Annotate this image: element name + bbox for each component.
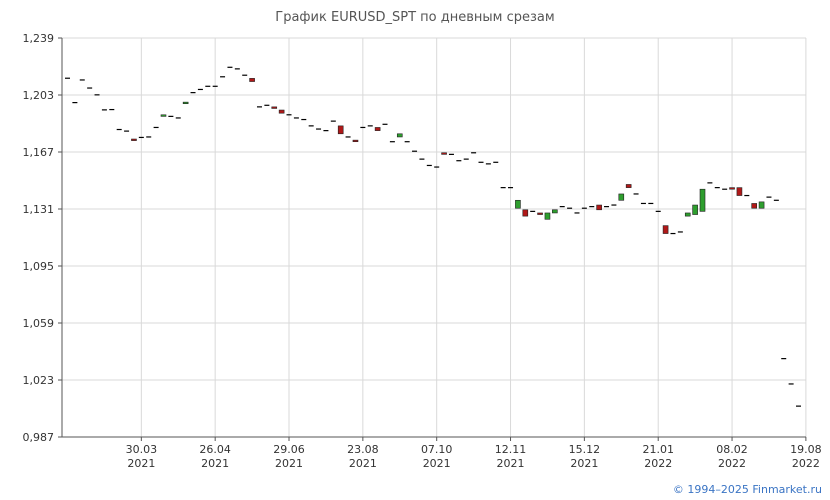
x-tick-label-year: 2021	[127, 457, 155, 470]
candle	[596, 204, 602, 211]
y-tick-label: 0,987	[23, 431, 55, 444]
x-tick-label-date: 12.11	[495, 443, 527, 456]
candle	[396, 133, 403, 138]
grid-layer	[62, 37, 807, 438]
y-tick-label: 1,059	[23, 317, 55, 330]
x-tick-label-year: 2021	[497, 457, 525, 470]
x-tick-label-date: 07.10	[421, 443, 453, 456]
candle	[729, 187, 735, 190]
candle	[692, 204, 698, 215]
x-tick-label-date: 23.08	[347, 443, 379, 456]
candle	[618, 193, 625, 201]
x-tick-label-year: 2021	[201, 457, 229, 470]
candle-layer	[65, 66, 801, 407]
candle	[182, 101, 189, 105]
candle	[625, 184, 632, 188]
candle	[249, 78, 255, 82]
candle	[758, 201, 765, 209]
x-tick-label-year: 2021	[275, 457, 303, 470]
candle	[160, 114, 167, 117]
candle	[544, 212, 551, 220]
y-tick-label: 1,095	[23, 260, 55, 273]
candle	[515, 199, 521, 209]
candle	[278, 109, 285, 114]
axis-layer: 1,239 1,203 1,167 1,131 1,095 1,059 1,023 0,987…	[23, 32, 822, 470]
copyright-link[interactable]: © 1994–2025 Finmarket.ru	[672, 483, 822, 496]
candle	[552, 209, 558, 214]
x-tick-label-date: 30.03	[126, 443, 158, 456]
candle	[537, 212, 543, 215]
candle	[131, 138, 137, 141]
chart-title: График EURUSD_SPT по дневным срезам	[275, 10, 555, 25]
x-tick-label-date: 08.02	[716, 443, 748, 456]
candle	[441, 152, 447, 155]
y-tick-label: 1,131	[23, 203, 55, 216]
candle	[522, 209, 529, 217]
candle	[684, 212, 691, 217]
x-tick-label-year: 2022	[644, 457, 672, 470]
candle	[662, 225, 669, 234]
y-tick-label: 1,203	[23, 89, 55, 102]
candle	[374, 127, 381, 131]
candle	[271, 106, 278, 109]
x-tick-label-year: 2021	[570, 457, 598, 470]
x-tick-label-date: 21.01	[642, 443, 674, 456]
candle	[699, 188, 706, 212]
y-tick-label: 1,023	[23, 374, 55, 387]
candle	[352, 139, 359, 143]
y-tick-label: 1,239	[23, 32, 55, 45]
candle	[337, 125, 344, 135]
x-tick-label-date: 26.04	[199, 443, 231, 456]
x-tick-label-date: 15.12	[569, 443, 601, 456]
candle	[736, 187, 743, 196]
candle	[751, 203, 757, 209]
y-tick-label: 1,167	[23, 146, 55, 159]
x-tick-label-date: 19.08	[790, 443, 822, 456]
x-tick-label-date: 29.06	[273, 443, 305, 456]
x-tick-label-year: 2021	[423, 457, 451, 470]
x-tick-label-year: 2022	[718, 457, 746, 470]
x-tick-label-year: 2022	[792, 457, 820, 470]
x-tick-label-year: 2021	[349, 457, 377, 470]
